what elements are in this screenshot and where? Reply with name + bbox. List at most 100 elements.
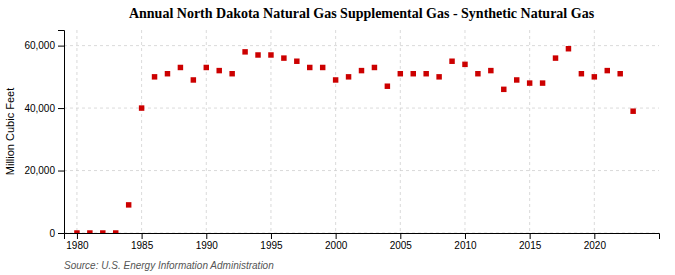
y-tick-mark — [58, 46, 64, 47]
y-tick: 60,000 — [24, 40, 64, 51]
point — [579, 71, 584, 76]
x-tick-mark — [530, 233, 531, 239]
x-tick-mark — [400, 233, 401, 239]
x-tick: 2015 — [519, 233, 542, 251]
y-tick: 20,000 — [24, 165, 64, 176]
point — [592, 74, 597, 79]
x-tick-mark — [142, 233, 143, 239]
point — [216, 68, 221, 73]
x-grid-line — [400, 30, 401, 233]
plot-area: 198019851990199520002005201020152020020,… — [24, 30, 659, 251]
y-tick: 0 — [49, 228, 64, 239]
x-tick-label: 2015 — [519, 240, 542, 251]
point — [320, 65, 325, 70]
x-tick-mark — [271, 233, 272, 239]
y-grid-line — [64, 108, 659, 109]
point — [113, 230, 118, 233]
point — [372, 65, 377, 70]
x-tick-label: 2005 — [390, 240, 413, 251]
y-tick-mark — [58, 233, 64, 234]
y-tick-label: 0 — [49, 228, 55, 239]
x-tick-label: 2010 — [454, 240, 477, 251]
y-grid-line — [64, 45, 659, 46]
point — [385, 83, 390, 88]
grid — [64, 30, 659, 233]
x-tick-label: 2020 — [584, 240, 607, 251]
y-tick-mark — [58, 108, 64, 109]
x-grid-line — [270, 30, 271, 233]
x-grid-line — [141, 30, 142, 233]
point — [449, 58, 454, 63]
y-tick-mark — [58, 171, 64, 172]
point — [255, 52, 260, 57]
point — [436, 74, 441, 79]
point — [178, 65, 183, 70]
point — [346, 74, 351, 79]
point — [605, 68, 610, 73]
x-tick-mark — [336, 233, 337, 239]
point — [294, 58, 299, 63]
point — [617, 71, 622, 76]
point — [74, 230, 79, 233]
point — [139, 105, 144, 110]
x-grid-line — [76, 30, 77, 233]
x-axis-line — [65, 234, 660, 240]
point — [488, 68, 493, 73]
x-tick-mark — [465, 233, 466, 239]
point — [553, 55, 558, 60]
x-grid-line — [594, 30, 595, 233]
x-tick-label: 1995 — [260, 240, 283, 251]
point — [359, 68, 364, 73]
x-tick-label: 1990 — [196, 240, 219, 251]
point — [204, 65, 209, 70]
title: Annual North Dakota Natural Gas Suppleme… — [129, 6, 595, 21]
y-axis: 0 20,000 40,000 60,000 — [24, 31, 64, 239]
point — [307, 65, 312, 70]
chart-svg: 198019851990199520002005201020152020020,… — [0, 0, 675, 275]
x-tick: 2005 — [390, 233, 413, 251]
source-note: Source: U.S. Energy Information Administ… — [64, 260, 274, 271]
point — [501, 87, 506, 92]
x-tick: 2010 — [454, 233, 477, 251]
point — [423, 71, 428, 76]
x-tick-label: 1980 — [66, 240, 89, 251]
y-tick-label: 20,000 — [24, 165, 55, 176]
chart-container: 198019851990199520002005201020152020020,… — [0, 0, 675, 275]
point — [281, 55, 286, 60]
y-tick: 40,000 — [24, 103, 64, 114]
x-tick-label: 2000 — [325, 240, 348, 251]
x-grid-line — [335, 30, 336, 233]
x-tick-mark — [206, 233, 207, 239]
point — [242, 49, 247, 54]
x-tick: 2000 — [325, 233, 348, 251]
point — [100, 230, 105, 233]
point — [268, 52, 273, 57]
x-tick: 1995 — [260, 233, 283, 251]
x-grid-line — [206, 30, 207, 233]
y-axis-line — [58, 31, 65, 234]
point — [475, 71, 480, 76]
y-axis-title: Million Cubic Feet — [4, 88, 16, 175]
y-tick-label: 40,000 — [24, 103, 55, 114]
point — [152, 74, 157, 79]
point — [462, 62, 467, 67]
points — [74, 46, 636, 233]
x-tick: 1980 — [66, 233, 89, 251]
point — [165, 71, 170, 76]
x-tick: 1990 — [196, 233, 219, 251]
x-axis: 198019851990199520002005201020152020 — [65, 233, 660, 251]
x-tick-mark — [77, 233, 78, 239]
x-grid-line — [529, 30, 530, 233]
point — [411, 71, 416, 76]
point — [540, 80, 545, 85]
x-tick: 2020 — [584, 233, 607, 251]
point — [191, 77, 196, 82]
point — [126, 202, 131, 207]
point — [630, 108, 635, 113]
point — [527, 80, 532, 85]
point — [398, 71, 403, 76]
point — [229, 71, 234, 76]
point — [514, 77, 519, 82]
y-tick-label: 60,000 — [24, 40, 55, 51]
x-grid-line — [464, 30, 465, 233]
